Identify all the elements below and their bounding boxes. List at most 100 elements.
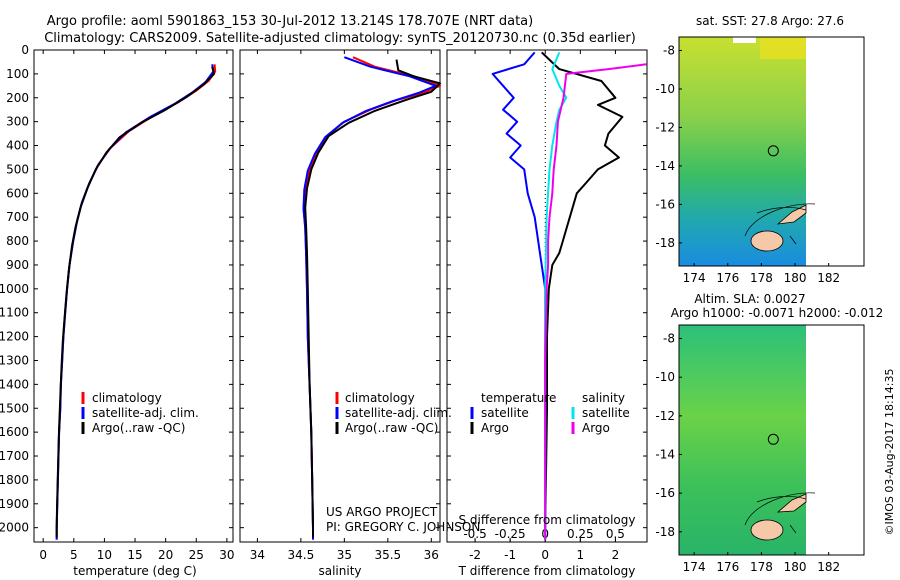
s-diff-x-tick-label: -0.5	[463, 527, 486, 541]
sla-reef-contour	[744, 492, 816, 534]
depth-axis: 0 100 200 300 400 500 600 700 800 900 1000 1100 1200…	[0, 43, 233, 535]
difference-depth-ticks	[447, 49, 647, 529]
diff-series-2	[544, 52, 568, 540]
map-lon-tick-label: 180	[784, 271, 807, 285]
sla-field	[679, 325, 806, 555]
temp-x-tick-label: 25	[189, 548, 204, 562]
depth-tick-label: 1900	[0, 497, 29, 511]
difference-lines	[491, 51, 647, 540]
temp-x-tick-label: 15	[127, 548, 142, 562]
depth-tick-label: 1600	[0, 425, 29, 439]
header-line-1: Argo profile: aoml 5901863_153 30-Jul-20…	[47, 14, 533, 29]
salinity-x-axis: 34 34.5 35 35.5 36	[250, 50, 439, 562]
sal-series-0	[302, 56, 441, 540]
sst-viti-levu	[750, 230, 784, 252]
sla-map: Altim. SLA: 0.0027 Argo h1000: -0.0071 h…	[655, 292, 883, 574]
s-diff-x-tick-label: 0.25	[567, 527, 594, 541]
sla-longitude-axis: 174 176 178 180 182	[683, 552, 840, 574]
legend-salinity-heading: salinity	[582, 391, 625, 405]
depth-tick-label: 1700	[0, 449, 29, 463]
salinity-legend-sat: satellite-adj. clim.	[345, 406, 452, 420]
depth-tick-label: 800	[6, 234, 29, 248]
depth-tick-label: 600	[6, 186, 29, 200]
temp-series-2	[55, 66, 215, 538]
sst-fiji-islands	[744, 203, 816, 252]
sal-x-tick-label: 35	[337, 548, 352, 562]
depth-tick-label: 400	[6, 139, 29, 153]
depth-tick-label: 1200	[0, 330, 29, 344]
depth-tick-label: 500	[6, 162, 29, 176]
temp-x-tick-label: 20	[158, 548, 173, 562]
depth-tick-label: 100	[6, 67, 29, 81]
sla-fiji-islands	[744, 492, 816, 541]
temperature-plot-frame	[33, 49, 234, 543]
temp-x-tick-label: 30	[219, 548, 234, 562]
temp-x-tick-label: 5	[70, 548, 78, 562]
legend-temperature-heading: temperature	[481, 391, 556, 405]
s-diff-x-tick-label: -0.25	[495, 527, 526, 541]
difference-legend: temperature satellite Argo salinity sate…	[470, 391, 630, 435]
sla-vanua-levu	[776, 493, 807, 513]
legend-t-argo: Argo	[481, 421, 509, 435]
sst-missing-patch	[733, 37, 756, 43]
sst-map-title: sat. SST: 27.8 Argo: 27.6	[696, 14, 844, 28]
map-lat-tick-label: -8	[663, 332, 675, 346]
map-lon-tick-label: 182	[817, 271, 840, 285]
sal-x-tick-label: 36	[424, 548, 439, 562]
map-lon-tick-label: 182	[817, 560, 840, 574]
sla-argo-position-marker	[767, 433, 779, 445]
legend-t-sat: satellite	[481, 406, 529, 420]
imos-credit: ©IMOS 03-Aug-2017 18:14:35	[883, 369, 896, 536]
sla-viti-levu	[750, 519, 784, 541]
map-lon-tick-label: 174	[683, 271, 706, 285]
sal-x-tick-label: 34	[250, 548, 265, 562]
difference-panel: -2 -1 0 1 2 -0.5 -0.25 0 0.25 0.5 T difference f…	[446, 49, 648, 578]
salinity-legend-argo: Argo(..raw -QC)	[345, 421, 438, 435]
depth-tick-label: 700	[6, 210, 29, 224]
depth-tick-label: 2000	[0, 521, 29, 535]
sal-x-tick-label: 35.5	[374, 548, 401, 562]
temperature-legend: climatology satellite-adj. clim. Argo(..…	[81, 391, 199, 435]
sal-series-1	[302, 56, 437, 540]
map-lat-tick-label: -14	[655, 159, 675, 173]
sla-latitude-axis: -8 -10 -12 -14 -16 -18	[655, 332, 682, 539]
map-lat-tick-label: -10	[655, 370, 675, 384]
depth-tick-label: 200	[6, 91, 29, 105]
depth-tick-label: 300	[6, 115, 29, 129]
salinity-axis-label: salinity	[318, 564, 361, 578]
depth-tick-label: 0	[21, 43, 29, 57]
sla-map-title-1: Altim. SLA: 0.0027	[694, 292, 805, 306]
sal-x-tick-label: 34.5	[288, 548, 315, 562]
map-lat-tick-label: -18	[655, 236, 675, 250]
sla-map-title-2: Argo h1000: -0.0071 h2000: -0.012	[671, 306, 884, 320]
sla-map-frame	[678, 324, 865, 556]
s-diff-x-tick-label: 0.5	[606, 527, 625, 541]
diff-series-0	[491, 51, 547, 540]
sst-reef-contour	[744, 203, 816, 245]
depth-tick-label: 1800	[0, 473, 29, 487]
depth-tick-label: 1500	[0, 401, 29, 415]
map-lon-tick-label: 174	[683, 560, 706, 574]
map-lat-tick-label: -14	[655, 447, 675, 461]
depth-tick-label: 1100	[0, 306, 29, 320]
salinity-legend-clim: climatology	[345, 391, 415, 405]
temp-series-0	[55, 64, 217, 540]
temperature-legend-clim: climatology	[92, 391, 162, 405]
legend-s-argo: Argo	[582, 421, 610, 435]
sst-vanua-levu	[776, 204, 807, 225]
diff-series-1	[541, 51, 624, 528]
sst-latitude-axis: -8 -10 -12 -14 -16 -18	[655, 43, 682, 250]
temperature-legend-sat: satellite-adj. clim.	[92, 406, 199, 420]
map-lat-tick-label: -12	[655, 120, 675, 134]
t-difference-label: T difference from climatology	[458, 564, 636, 578]
sal-series-2	[304, 59, 441, 538]
map-lat-tick-label: -18	[655, 525, 675, 539]
diff-x-tick-label: 2	[612, 548, 620, 562]
map-lon-tick-label: 178	[750, 271, 773, 285]
map-lat-tick-label: -8	[663, 43, 675, 57]
depth-tick-label: 900	[6, 258, 29, 272]
temperature-panel: 0100200300400500600700800900100011001200…	[0, 43, 235, 578]
s-difference-label: S difference from climatology	[459, 513, 636, 527]
temp-series-1	[55, 64, 215, 540]
